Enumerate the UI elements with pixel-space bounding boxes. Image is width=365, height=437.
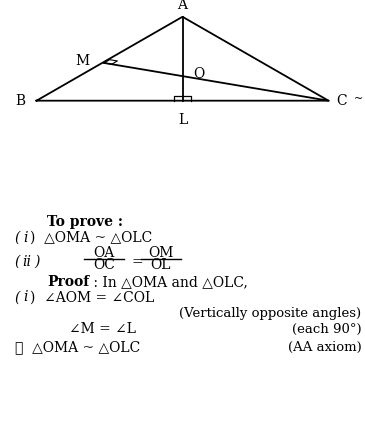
Text: ~: ~ bbox=[354, 94, 363, 104]
Text: ∠M = ∠L: ∠M = ∠L bbox=[69, 322, 137, 336]
Text: OM: OM bbox=[148, 246, 173, 260]
Text: OA: OA bbox=[93, 246, 115, 260]
Text: (: ( bbox=[15, 255, 20, 269]
Text: OC: OC bbox=[93, 258, 115, 272]
Text: i: i bbox=[24, 290, 28, 304]
Text: )  ∠AOM = ∠COL: ) ∠AOM = ∠COL bbox=[30, 290, 154, 304]
Text: ii: ii bbox=[23, 255, 32, 269]
Text: C: C bbox=[336, 94, 346, 108]
Text: (AA axiom): (AA axiom) bbox=[288, 341, 361, 354]
Text: ): ) bbox=[35, 255, 40, 269]
Text: A: A bbox=[177, 0, 188, 11]
Text: M: M bbox=[75, 54, 89, 68]
Text: i: i bbox=[24, 231, 28, 245]
Text: (: ( bbox=[15, 231, 20, 245]
Text: Proof: Proof bbox=[47, 275, 90, 289]
Text: B: B bbox=[15, 94, 26, 108]
Text: (Vertically opposite angles): (Vertically opposite angles) bbox=[179, 307, 361, 319]
Text: (: ( bbox=[15, 290, 20, 304]
Text: L: L bbox=[178, 113, 187, 127]
Text: To prove :: To prove : bbox=[47, 215, 123, 229]
Text: )  △OMA ~ △OLC: ) △OMA ~ △OLC bbox=[30, 231, 152, 245]
Text: ∴  △OMA ~ △OLC: ∴ △OMA ~ △OLC bbox=[15, 340, 140, 354]
Text: OL: OL bbox=[150, 258, 171, 272]
Text: O: O bbox=[193, 67, 205, 81]
Text: (each 90°): (each 90°) bbox=[292, 323, 361, 336]
Text: =: = bbox=[131, 255, 143, 269]
Text: : In △OMA and △OLC,: : In △OMA and △OLC, bbox=[89, 275, 248, 289]
